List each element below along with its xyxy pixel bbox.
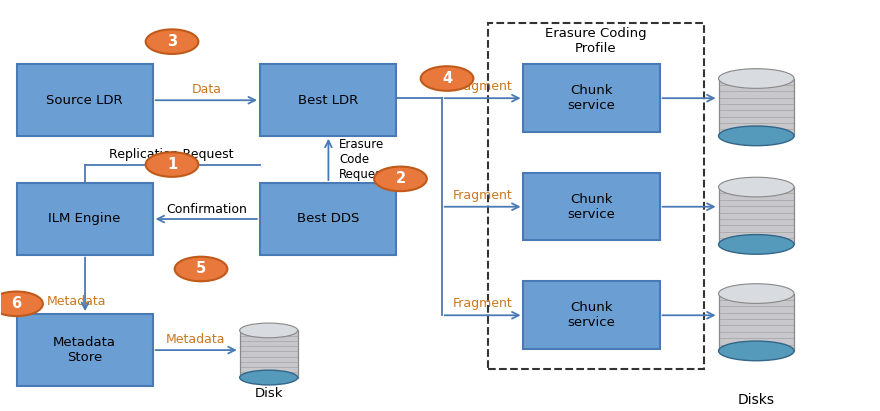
Ellipse shape	[718, 69, 794, 88]
FancyBboxPatch shape	[17, 64, 153, 136]
Text: ILM Engine: ILM Engine	[48, 212, 121, 225]
Circle shape	[174, 257, 227, 281]
Circle shape	[146, 152, 198, 177]
Ellipse shape	[718, 284, 794, 303]
Text: 6: 6	[11, 296, 22, 311]
Text: Fragment: Fragment	[452, 189, 512, 202]
Text: Erasure Coding
Profile: Erasure Coding Profile	[545, 27, 647, 55]
FancyBboxPatch shape	[260, 183, 396, 255]
Text: Data: Data	[191, 83, 221, 96]
FancyBboxPatch shape	[17, 314, 153, 386]
FancyBboxPatch shape	[718, 293, 794, 351]
Text: 3: 3	[167, 34, 177, 49]
Text: Fragment: Fragment	[452, 80, 512, 93]
FancyBboxPatch shape	[718, 79, 794, 136]
Text: 2: 2	[395, 171, 406, 186]
Text: Disk: Disk	[254, 388, 283, 400]
Text: 1: 1	[167, 157, 177, 172]
Text: Metadata: Metadata	[166, 333, 225, 346]
Text: 5: 5	[196, 261, 206, 277]
Text: Chunk
service: Chunk service	[568, 84, 615, 112]
FancyBboxPatch shape	[17, 183, 153, 255]
Circle shape	[146, 29, 198, 54]
Text: Erasure
Code
Request: Erasure Code Request	[339, 138, 387, 181]
Text: Metadata
Store: Metadata Store	[53, 336, 116, 364]
Text: Metadata: Metadata	[47, 295, 106, 308]
Ellipse shape	[718, 341, 794, 361]
FancyBboxPatch shape	[718, 187, 794, 245]
Ellipse shape	[718, 126, 794, 145]
Ellipse shape	[239, 370, 297, 385]
Text: Source LDR: Source LDR	[47, 94, 123, 106]
Text: Chunk
service: Chunk service	[568, 301, 615, 329]
Text: Replication Request: Replication Request	[109, 148, 233, 161]
Text: Disks: Disks	[737, 393, 774, 407]
Circle shape	[0, 291, 43, 316]
FancyBboxPatch shape	[260, 64, 396, 136]
Ellipse shape	[718, 235, 794, 254]
Circle shape	[421, 66, 473, 91]
Text: 4: 4	[442, 71, 452, 86]
Text: Best LDR: Best LDR	[297, 94, 358, 106]
Text: Chunk
service: Chunk service	[568, 192, 615, 221]
Ellipse shape	[718, 177, 794, 197]
FancyBboxPatch shape	[524, 281, 660, 349]
FancyBboxPatch shape	[524, 173, 660, 240]
Circle shape	[374, 166, 427, 191]
FancyBboxPatch shape	[524, 64, 660, 132]
Text: Best DDS: Best DDS	[297, 212, 359, 225]
Text: Confirmation: Confirmation	[165, 203, 246, 216]
Ellipse shape	[239, 323, 297, 338]
FancyBboxPatch shape	[239, 330, 297, 378]
Text: Fragment: Fragment	[452, 298, 512, 310]
